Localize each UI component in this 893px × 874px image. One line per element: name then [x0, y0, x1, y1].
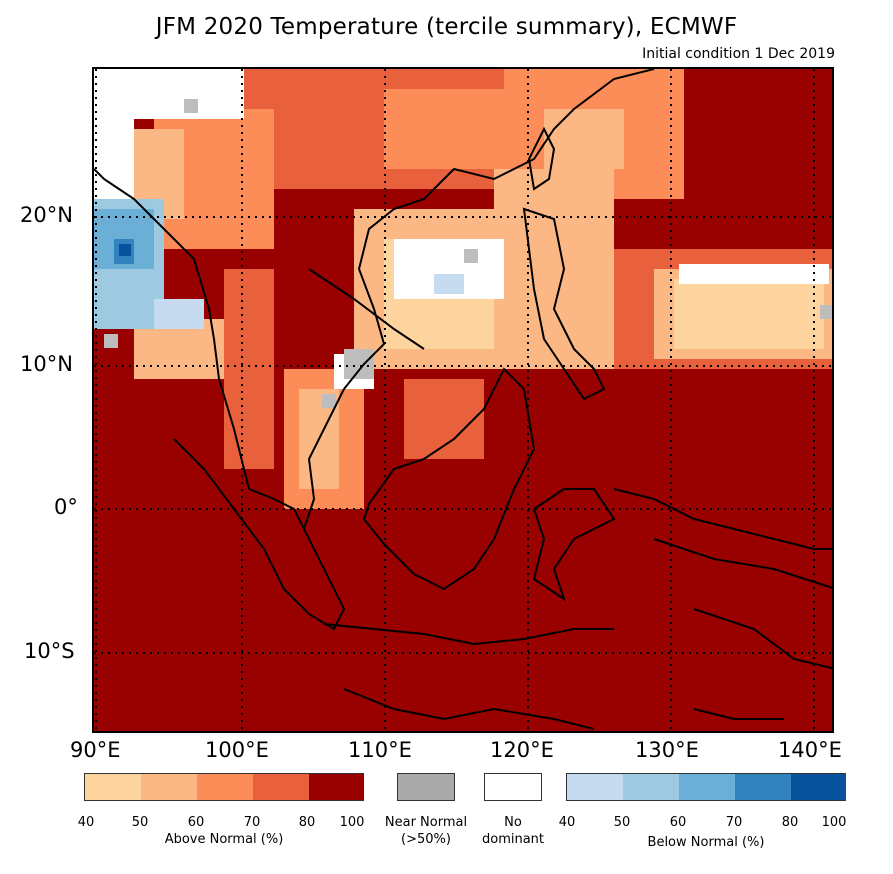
no-dominant-caption: No dominant [463, 815, 563, 847]
below-tick-80: 80 [781, 815, 799, 830]
above-normal-colorbar [84, 773, 364, 801]
near-normal-patches [104, 99, 832, 408]
below-normal-colorbar [566, 773, 846, 801]
lon-label-90e: 90°E [70, 738, 121, 762]
above-tick-60: 60 [187, 815, 205, 830]
below-tick-40: 40 [558, 815, 576, 830]
tercile-map [92, 67, 834, 733]
below-40-50-swatch [567, 774, 623, 800]
above-60-70-swatch [197, 774, 253, 800]
above-tick-40: 40 [77, 815, 95, 830]
no-dominant-swatch [484, 773, 542, 801]
map-canvas [94, 69, 832, 731]
above-70-80-swatch [253, 774, 309, 800]
below-tick-100: 100 [821, 815, 847, 830]
above-50-60-swatch [141, 774, 197, 800]
lon-label-100e: 100°E [205, 738, 269, 762]
lat-label-10n: 10°N [20, 352, 73, 376]
lon-label-130e: 130°E [635, 738, 699, 762]
no-dominant-patches [94, 69, 829, 389]
near-normal-caption-line2: (>50%) [401, 832, 451, 847]
below-50-60-swatch [623, 774, 679, 800]
lon-label-110e: 110°E [348, 738, 412, 762]
coastlines [94, 69, 832, 730]
below-tick-50: 50 [613, 815, 631, 830]
no-dominant-caption-line2: dominant [481, 832, 545, 847]
below-normal-caption: Below Normal (%) [647, 835, 765, 850]
above-normal-patches [124, 69, 832, 509]
below-60-70-swatch [679, 774, 735, 800]
lat-label-0: 0° [54, 495, 78, 519]
above-40-50-swatch [85, 774, 141, 800]
above-tick-100: 100 [339, 815, 365, 830]
lon-label-140e: 140°E [778, 738, 842, 762]
near-normal-caption: Near Normal (>50%) [376, 815, 476, 847]
below-tick-70: 70 [725, 815, 743, 830]
below-80-100-swatch [791, 774, 846, 800]
lat-label-10s: 10°S [24, 639, 75, 663]
above-tick-70: 70 [243, 815, 261, 830]
near-normal-swatch [397, 773, 455, 801]
lat-label-20n: 20°N [20, 203, 73, 227]
no-dominant-caption-line1: No [504, 815, 522, 830]
above-normal-caption: Above Normal (%) [164, 832, 284, 847]
lon-label-120e: 120°E [490, 738, 554, 762]
graticule [94, 69, 832, 731]
initial-condition-label: Initial condition 1 Dec 2019 [642, 46, 835, 62]
above-tick-50: 50 [131, 815, 149, 830]
near-normal-caption-line1: Near Normal [384, 815, 468, 830]
above-tick-80: 80 [298, 815, 316, 830]
below-70-80-swatch [735, 774, 791, 800]
above-80-100-swatch [309, 774, 364, 800]
below-tick-60: 60 [669, 815, 687, 830]
map-title: JFM 2020 Temperature (tercile summary), … [155, 14, 738, 40]
below-normal-patches [94, 199, 464, 329]
